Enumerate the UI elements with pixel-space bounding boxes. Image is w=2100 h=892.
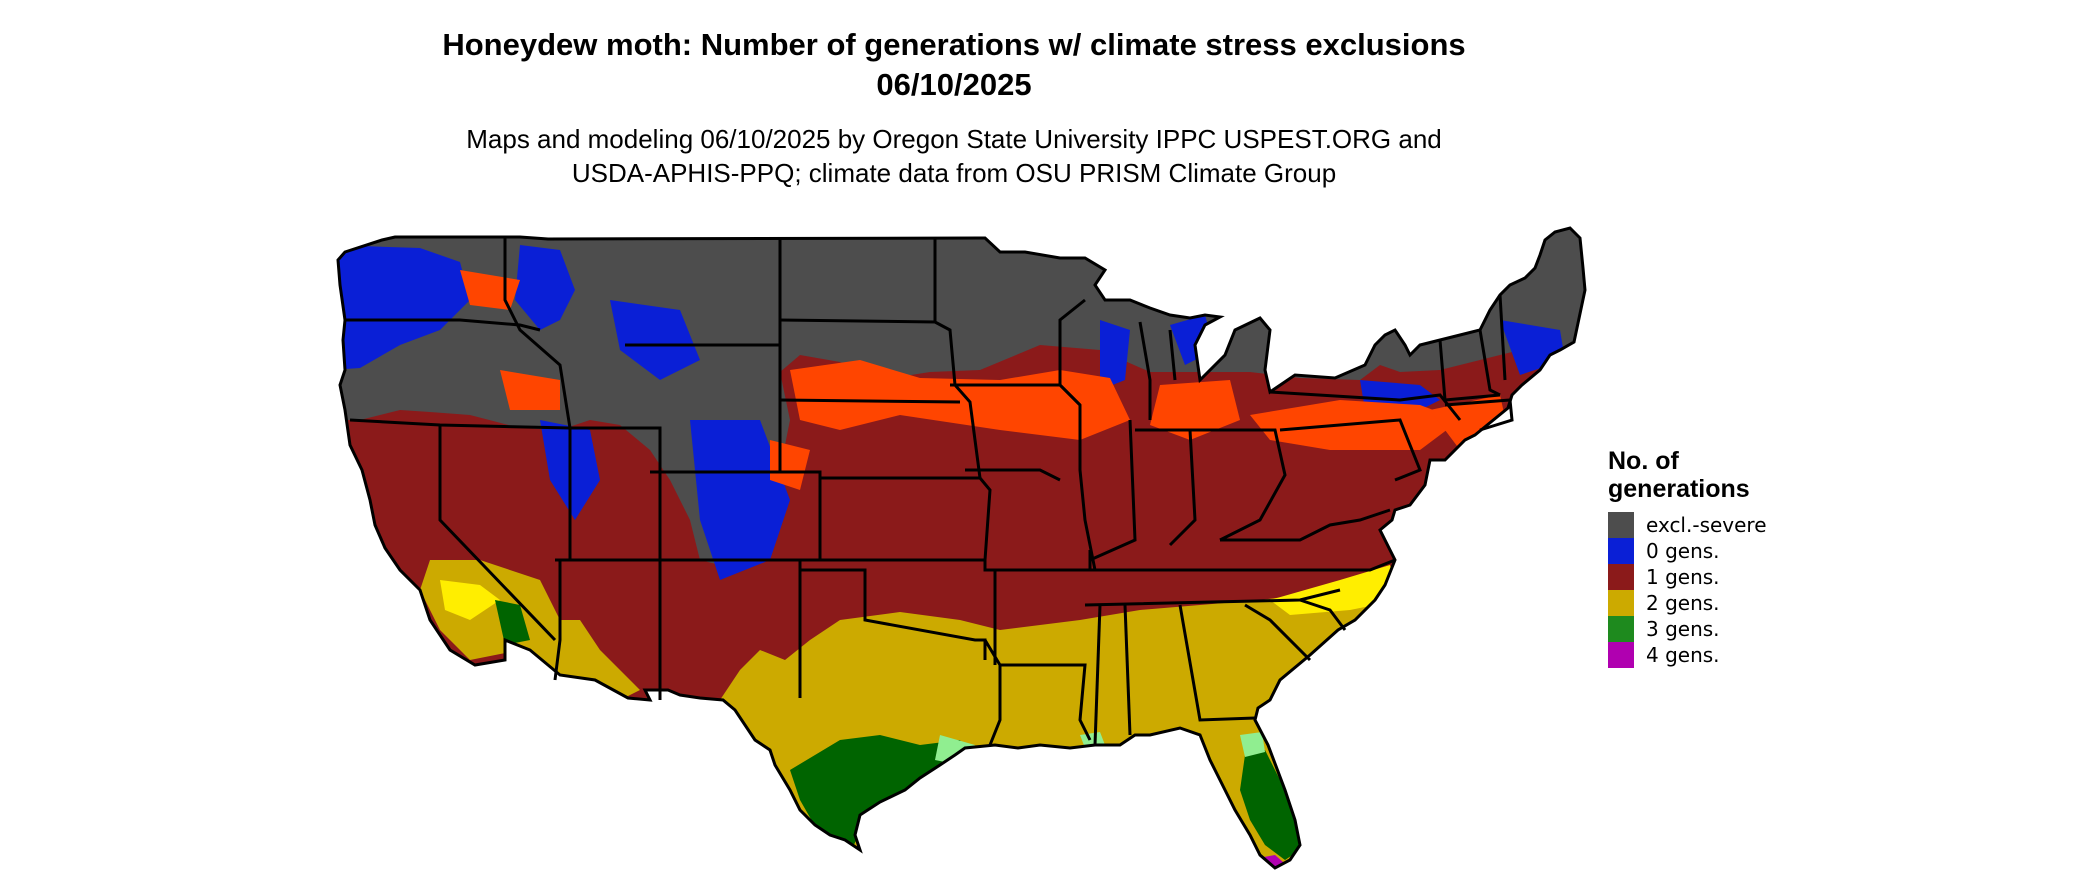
border-sd-ne [779,398,961,404]
border-wi-il [1138,321,1152,420]
border-nh-me [1498,294,1507,381]
zone-0-gen-wisconsin [1100,320,1130,390]
border-wa-or [345,318,541,332]
legend-title-line2: generations [1608,475,1750,503]
legend-swatch-excluded [1608,512,1634,538]
legend-label-1-gens: 1 gens. [1646,565,1720,589]
border-ny-vt [1438,339,1501,402]
border-ny-pa [1269,390,1462,421]
zone-1-gen-light-plains [790,360,1130,440]
border-pa [1279,418,1422,482]
zone-3-gen-florida [1240,750,1300,860]
legend-swatch-3-gens [1608,616,1634,642]
legend-label-0-gens: 0 gens. [1646,539,1720,563]
border-wy [625,343,782,474]
map-date: 06/10/2025 [876,67,1032,102]
border-al-ga [1178,604,1256,722]
border-wi-mn [1058,298,1086,385]
border-vt-nh [1478,329,1501,397]
border-ca-az [553,560,562,681]
us-outline [336,226,1587,870]
border-il-in [1089,419,1137,562]
border-ar-la [1000,663,1092,741]
legend-label-excluded: excl.-severe [1646,513,1767,537]
zone-3-gen-california-desert [495,600,530,645]
zone-0-gen-pacific-nw [338,245,470,370]
border-sc-nc [1299,598,1347,631]
border-oh-pa [1190,428,1287,542]
legend-label-4-gens: 4 gens. [1646,643,1720,667]
border-al-west [1123,604,1132,736]
border-ga-sc [1244,603,1312,662]
border-tn-north [1090,558,1396,572]
zone-0-gen-rockies [690,420,790,580]
zone-0-gen-idaho [515,245,575,330]
legend-label-3-gens: 3 gens. [1646,617,1720,641]
zone-3-gen-texas [790,735,970,855]
border-id-mt [503,237,572,560]
map-subtitle-line2: USDA-APHIS-PPQ; climate data from OSU PR… [571,158,1337,188]
border-ca-nv [438,425,557,642]
map-subtitle-line1: Maps and modeling 06/10/2025 by Oregon S… [466,124,1442,154]
state-boundaries [336,226,1587,870]
legend-label-2-gens: 2 gens. [1646,591,1720,615]
border-ia-mo [965,468,1061,482]
border-ms-al [1093,604,1102,746]
zone-1-gen-light-michigan [1150,380,1240,440]
legend-swatch-2-gens [1608,590,1634,616]
border-ma-ct [1444,398,1514,432]
zone-0-gen-montana [610,300,700,380]
legend-swatch-1-gens [1608,564,1634,590]
border-mo [978,477,1092,572]
border-in-oh [1135,428,1197,547]
border-ok-tx [800,568,987,660]
zone-3-gen-light-florida [1240,732,1265,757]
border-va [1220,508,1391,542]
zone-2-gen-light-california [440,580,500,620]
border-il-west [1058,383,1097,571]
legend-swatch-0-gens [1608,538,1634,564]
zone-1-gen-light-idaho [500,370,560,410]
border-lake-michigan [1168,329,1177,381]
legend-title-line1: No. of [1608,447,1679,475]
map-title: Honeydew moth: Number of generations w/ … [442,27,1466,62]
legend-swatch-4-gens [1608,642,1634,668]
border-la-tx [983,639,1002,746]
